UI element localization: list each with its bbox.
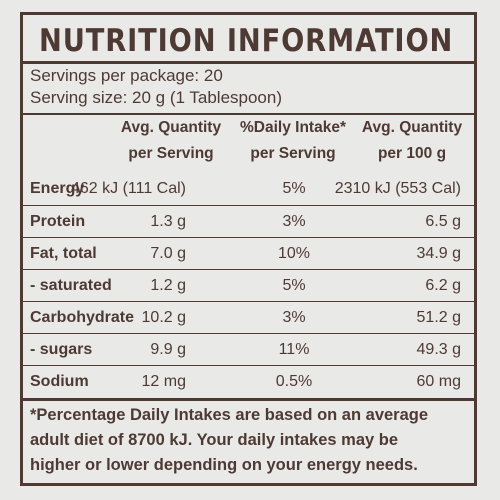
per-100g-value: 6.5 g xyxy=(425,213,461,230)
nutrient-name: Carbohydrate xyxy=(30,309,135,326)
per-serving-value: 12 mg xyxy=(141,373,186,390)
daily-intake-value: 11% xyxy=(278,341,310,358)
footnote-divider xyxy=(23,398,474,401)
per-serving-value: 462 kJ (111 Cal) xyxy=(70,180,186,197)
daily-intake-value: 5% xyxy=(282,180,306,197)
nutrient-name: Fat, total xyxy=(30,245,97,262)
nutrient-name: Energy xyxy=(30,180,85,197)
per-serving-value: 1.2 g xyxy=(150,277,186,294)
table-row: - sugars 9.9 g 11% 49.3 g xyxy=(23,333,474,366)
column-header-line: per Serving xyxy=(128,145,214,162)
column-header-line: per 100 g xyxy=(377,145,447,162)
table-row: Fat, total 7.0 g 10% 34.9 g xyxy=(23,237,474,270)
column-header-line: Avg. Quantity xyxy=(120,119,222,136)
column-header-line: per Serving xyxy=(250,145,336,162)
nutrition-panel: NUTRITION INFORMATION Servings per packa… xyxy=(20,12,477,486)
panel-title: NUTRITION INFORMATION xyxy=(39,23,454,59)
per-100g-value: 60 mg xyxy=(416,373,461,390)
daily-intake-value: 3% xyxy=(282,213,306,230)
daily-intake-value: 3% xyxy=(282,309,306,326)
per-serving-value: 9.9 g xyxy=(150,341,186,358)
table-row: Energy 462 kJ (111 Cal) 5% 2310 kJ (553 … xyxy=(23,173,474,205)
column-header-avg-per-serving: Avg. Quantity per Serving xyxy=(107,115,235,167)
table-row: - saturated 1.2 g 5% 6.2 g xyxy=(23,269,474,302)
daily-intake-value: 0.5% xyxy=(275,373,313,390)
per-100g-value: 6.2 g xyxy=(425,277,461,294)
per-100g-value: 34.9 g xyxy=(416,245,461,262)
servings-per-package: Servings per package: 20 xyxy=(30,66,223,85)
title-divider xyxy=(23,61,474,64)
footnote: *Percentage Daily Intakes are based on a… xyxy=(30,403,470,478)
serving-divider xyxy=(23,113,474,115)
column-header-avg-per-100g: Avg. Quantity per 100 g xyxy=(353,115,471,167)
per-serving-value: 10.2 g xyxy=(141,309,186,326)
table-row: Carbohydrate 10.2 g 3% 51.2 g xyxy=(23,301,474,334)
per-100g-value: 2310 kJ (553 Cal) xyxy=(334,180,461,197)
serving-size: Serving size: 20 g (1 Tablespoon) xyxy=(30,88,283,107)
nutrient-name: Protein xyxy=(30,213,86,230)
footnote-line: adult diet of 8700 kJ. Your daily intake… xyxy=(30,431,399,449)
column-header-line: %Daily Intake* xyxy=(240,119,346,136)
daily-intake-value: 10% xyxy=(277,245,311,262)
daily-intake-value: 5% xyxy=(282,277,306,294)
footnote-line: *Percentage Daily Intakes are based on a… xyxy=(30,406,429,424)
per-100g-value: 51.2 g xyxy=(416,309,461,326)
column-header-daily-intake: %Daily Intake* per Serving xyxy=(229,115,357,167)
nutrient-name: Sodium xyxy=(30,373,89,390)
nutrient-name: - sugars xyxy=(30,341,93,358)
column-header-line: Avg. Quantity xyxy=(361,119,463,136)
per-100g-value: 49.3 g xyxy=(416,341,461,358)
footnote-line: higher or lower depending on your energy… xyxy=(30,456,418,474)
per-serving-value: 7.0 g xyxy=(150,245,186,262)
nutrient-name: - saturated xyxy=(30,277,112,294)
table-row: Protein 1.3 g 3% 6.5 g xyxy=(23,205,474,238)
table-row: Sodium 12 mg 0.5% 60 mg xyxy=(23,365,474,398)
per-serving-value: 1.3 g xyxy=(150,213,186,230)
